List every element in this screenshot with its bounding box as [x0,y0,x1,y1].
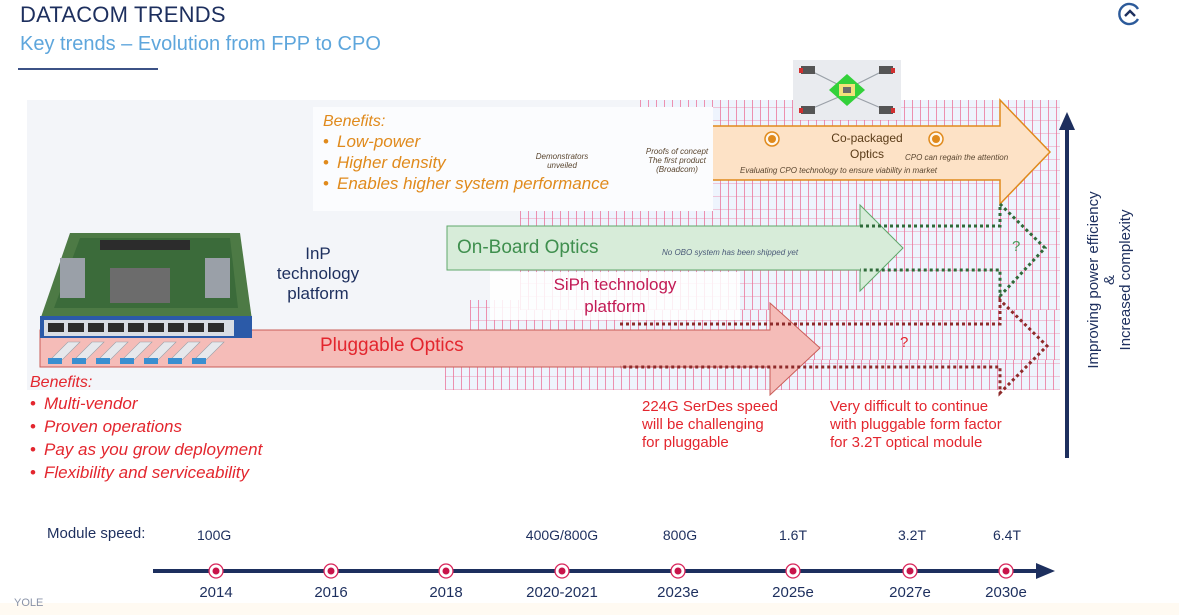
module-speed-value: 6.4T [992,527,1022,543]
page-title: DATACOM TRENDS [20,2,226,27]
module-speed-value: 100G [197,527,232,543]
timeline-year-label: 2030e [985,584,1027,601]
vertical-axis-arrowhead [1059,112,1075,130]
module-speed-value: 3.2T [897,527,927,543]
timeline-year-label: 2020-2021 [526,584,598,601]
module-speed-value: 400G/800G [525,527,599,543]
siph-platform-label: SiPh technology platform [490,272,740,320]
timeline-marker [998,563,1014,579]
timeline-arrowhead [1036,563,1055,579]
pluggable-benefits-heading: Benefits: [30,374,93,391]
chevron-up-circle-icon[interactable] [1118,2,1142,26]
cpo-benefits-heading: Benefits: [323,113,386,130]
cpo-benefit-item: • Enables higher system performance [323,174,610,193]
module-speed-value: 1.6T [778,527,808,543]
timeline-year-label: 2016 [314,584,348,601]
timeline-marker [554,563,570,579]
module-speed-label: Module speed: [47,525,146,542]
pluggable-benefit-item: • Pay as you grow deployment [30,440,263,459]
cpo-milestone-marker [764,131,780,147]
cpo-milestone-text: Proofs of concept The first product (Broad… [645,147,709,174]
timeline-marker [785,563,801,579]
serdes-note: 224G SerDes speed will be challenging for … [642,398,778,451]
on-board-optics-label: On-Board Optics [457,237,599,258]
timeline-year-label: 2014 [199,584,233,601]
cpo-benefit-item: • Low-power [323,132,421,151]
timeline-marker [323,563,339,579]
form-factor-note: Very difficult to continue with pluggable… [830,398,1002,451]
obo-future-arrow [860,200,1048,300]
timeline-marker [438,563,454,579]
timeline-marker [670,563,686,579]
cpo-milestone-text: CPO can regain the attention [905,153,1009,162]
switch-with-pluggable-modules-image [40,233,252,364]
obo-note: No OBO system has been shipped yet [662,248,799,257]
cpo-benefits-box: Benefits: • Low-power • Higher density • En… [313,107,713,211]
timeline-year-label: 2023e [657,584,699,601]
cpo-benefit-item: • Higher density [323,153,446,172]
inp-platform-label: InP technology platform [276,244,360,303]
module-speed-value: 800G [662,527,698,543]
timeline-year-label: 2025e [772,584,814,601]
pluggable-benefit-item: • Flexibility and serviceability [30,463,250,482]
obo-future-question: ? [1012,238,1021,255]
pluggable-future-arrow [620,296,1050,397]
page-subtitle: Key trends – Evolution from FPP to CPO [20,33,381,55]
cpo-milestone-text: Demonstrators unveiled [535,152,589,170]
timeline-year-label: 2027e [889,584,931,601]
timeline-marker [902,563,918,579]
timeline-marker [208,563,224,579]
pluggable-optics-label: Pluggable Optics [320,335,464,356]
title-underline [18,68,158,70]
cpo-milestone-text: Evaluating CPO technology to ensure viab… [740,166,937,175]
pluggable-benefit-item: • Multi-vendor [30,394,138,413]
pluggable-benefit-item: • Proven operations [30,417,182,436]
footer-band [0,603,1179,615]
cpo-milestone-marker [928,131,944,147]
vertical-axis-label: Improving power efficiency & Increased c… [1085,191,1134,369]
co-packaged-optics-chip-image [793,60,901,120]
timeline-year-label: 2018 [429,584,463,601]
company-logo: YOLE [14,597,44,609]
pluggable-benefits: Benefits: • Multi-vendor • Proven operatio… [30,374,262,484]
pluggable-future-question: ? [900,334,909,351]
on-board-optics-arrow [446,203,904,293]
cpo-arrow-label: Co-packaged Optics [831,131,903,161]
